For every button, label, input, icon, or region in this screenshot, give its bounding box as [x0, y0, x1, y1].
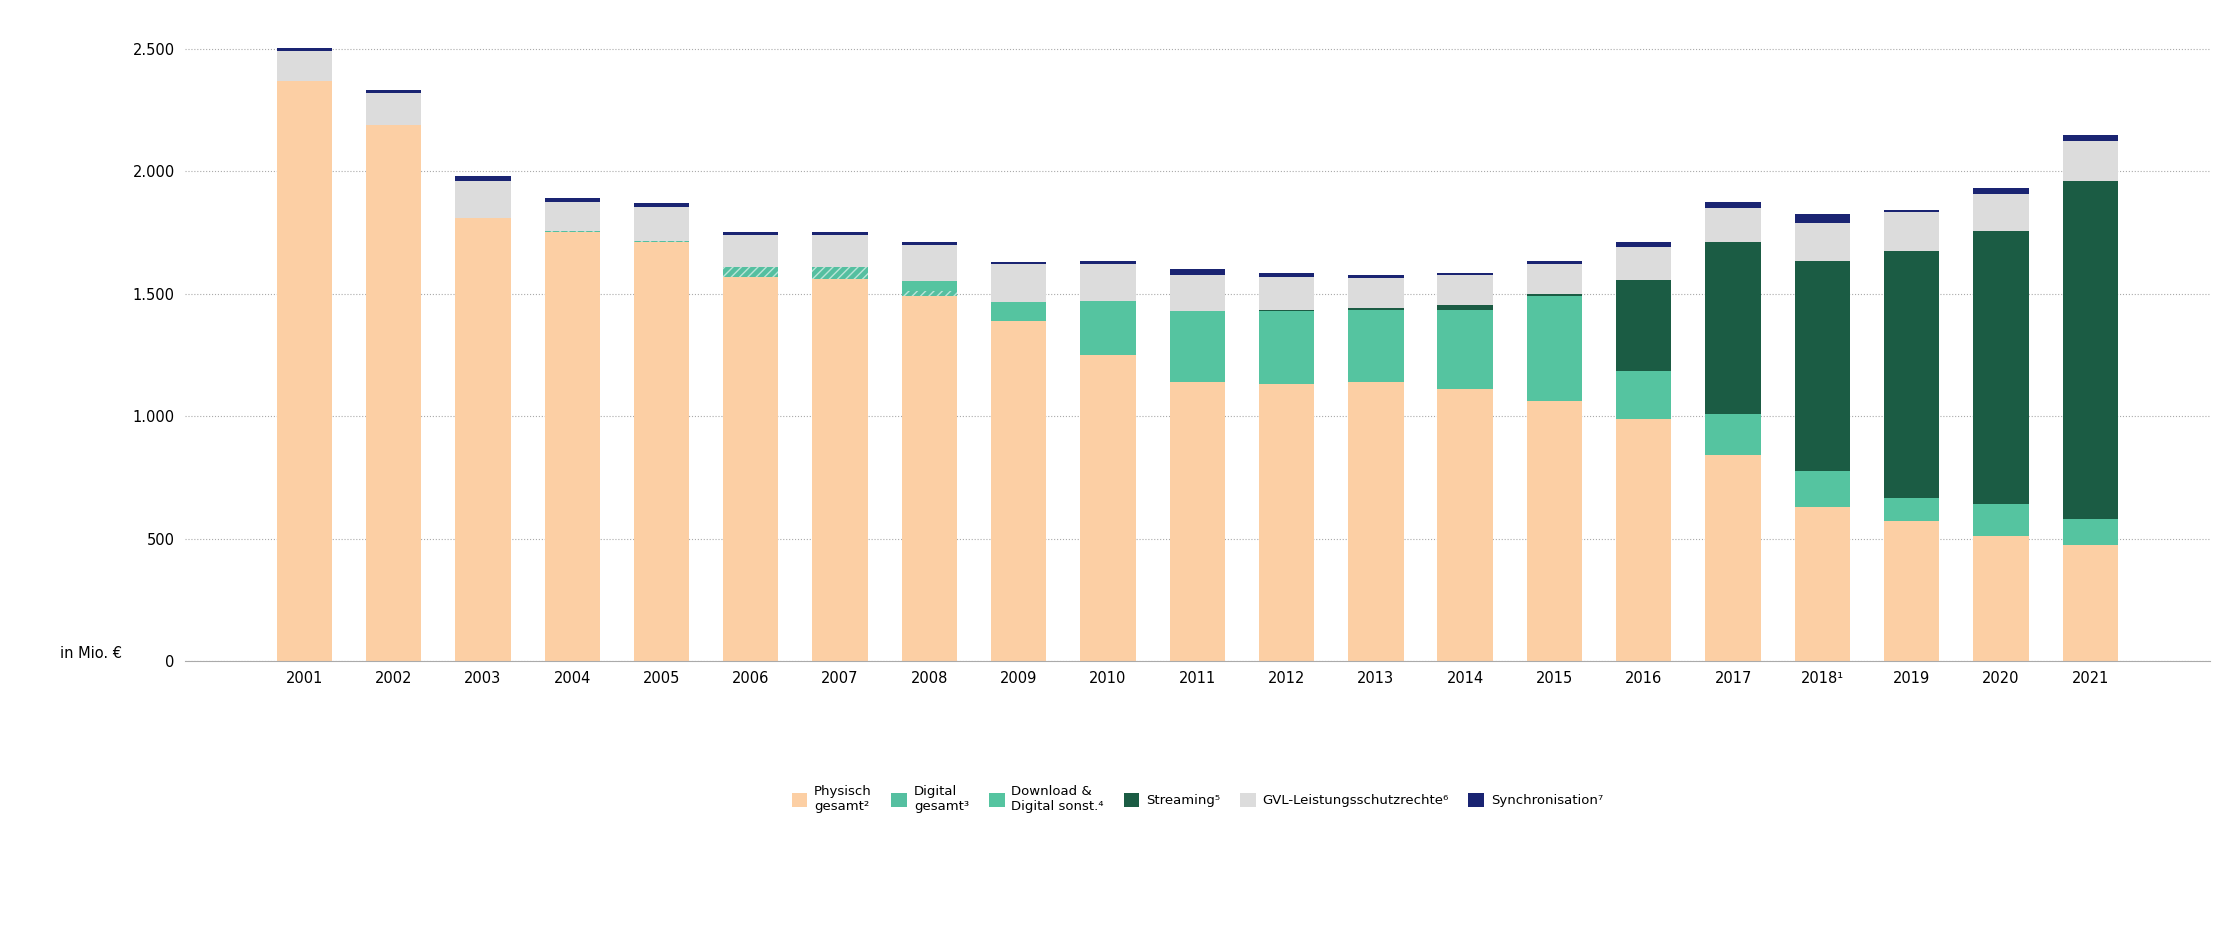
Bar [1526, 402, 1582, 661]
Bar [1526, 296, 1582, 402]
Bar [1170, 269, 1226, 275]
Bar [1081, 355, 1135, 661]
Bar [1437, 305, 1493, 310]
Bar [1885, 522, 1940, 661]
Bar [276, 81, 332, 661]
Bar [723, 232, 779, 235]
Bar [545, 202, 601, 232]
Bar [901, 296, 957, 661]
Bar [276, 47, 332, 51]
Bar [1974, 194, 2029, 232]
Bar [1796, 472, 1849, 507]
Bar [1615, 280, 1671, 371]
Bar [634, 203, 690, 206]
Bar [545, 198, 601, 202]
Bar [1974, 189, 2029, 194]
Bar [1796, 222, 1849, 260]
Bar [545, 232, 601, 661]
Bar [901, 282, 957, 291]
Bar [1885, 210, 1940, 212]
Bar [634, 241, 690, 242]
Bar [1259, 311, 1315, 384]
Bar [1437, 272, 1493, 275]
Bar [1437, 389, 1493, 661]
Bar [365, 90, 421, 93]
Bar [1170, 275, 1226, 311]
Bar [1885, 251, 1940, 498]
Bar [901, 245, 957, 282]
Bar [723, 267, 779, 276]
Bar [723, 267, 779, 276]
Bar [2063, 519, 2118, 545]
Bar [812, 267, 868, 279]
Bar [1796, 260, 1849, 472]
Bar [456, 176, 510, 181]
Bar [1796, 214, 1849, 222]
Bar [1615, 418, 1671, 661]
Bar [1259, 310, 1315, 311]
Bar [365, 125, 421, 661]
Bar [634, 241, 690, 242]
Bar [1526, 264, 1582, 294]
Bar [901, 291, 957, 296]
Y-axis label: in Mio. €: in Mio. € [60, 646, 122, 661]
Bar [990, 302, 1046, 321]
Bar [1704, 414, 1760, 456]
Bar [723, 235, 779, 267]
Bar [1170, 311, 1226, 382]
Bar [1704, 242, 1760, 414]
Legend: Physisch
gesamt², Digital
gesamt³, Download &
Digital sonst.⁴, Streaming⁵, GVL-L: Physisch gesamt², Digital gesamt³, Downl… [785, 778, 1609, 820]
Bar [1974, 504, 2029, 536]
Bar [456, 181, 510, 218]
Bar [1081, 260, 1135, 264]
Bar [1348, 275, 1404, 278]
Bar [1348, 382, 1404, 661]
Bar [990, 321, 1046, 661]
Bar [1974, 536, 2029, 661]
Bar [1704, 202, 1760, 208]
Bar [1526, 294, 1582, 296]
Bar [1615, 247, 1671, 280]
Bar [901, 242, 957, 245]
Bar [2063, 135, 2118, 140]
Bar [1615, 242, 1671, 247]
Bar [990, 264, 1046, 302]
Bar [1259, 272, 1315, 276]
Bar [634, 206, 690, 241]
Bar [2063, 181, 2118, 519]
Bar [1170, 382, 1226, 661]
Bar [812, 235, 868, 267]
Bar [1974, 232, 2029, 504]
Bar [1259, 384, 1315, 661]
Bar [812, 267, 868, 279]
Bar [1615, 371, 1671, 418]
Bar [1885, 498, 1940, 522]
Bar [365, 93, 421, 125]
Bar [812, 279, 868, 661]
Bar [990, 262, 1046, 264]
Bar [1704, 208, 1760, 242]
Bar [456, 218, 510, 661]
Bar [1796, 507, 1849, 661]
Bar [1885, 212, 1940, 251]
Bar [1348, 309, 1404, 310]
Bar [1437, 275, 1493, 305]
Bar [1348, 310, 1404, 382]
Bar [812, 232, 868, 235]
Bar [723, 276, 779, 661]
Bar [1081, 264, 1135, 301]
Bar [2063, 140, 2118, 181]
Bar [634, 242, 690, 661]
Bar [1526, 260, 1582, 264]
Bar [1081, 301, 1135, 355]
Bar [276, 51, 332, 81]
Bar [1437, 310, 1493, 389]
Bar [1348, 278, 1404, 309]
Bar [1259, 276, 1315, 310]
Bar [1704, 456, 1760, 661]
Bar [901, 291, 957, 296]
Bar [2063, 545, 2118, 661]
